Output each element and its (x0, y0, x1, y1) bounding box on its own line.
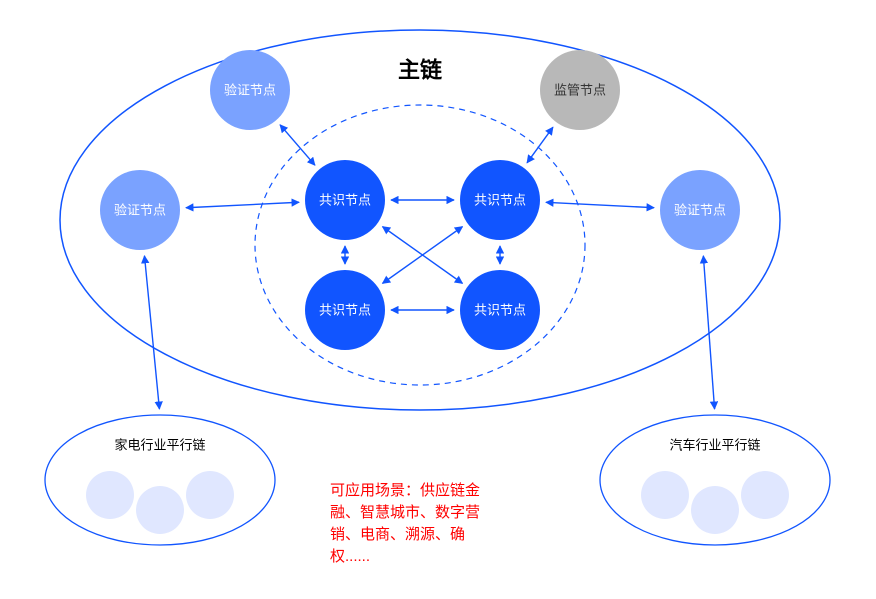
edge-v_top-c1 (280, 125, 315, 165)
caption-line-1: 融、智慧城市、数字营 (330, 503, 480, 521)
validator-node-2 (660, 170, 740, 250)
main-chain-title: 主链 (398, 58, 442, 83)
edge-v_left-p_left (144, 256, 159, 409)
parallel-chain-label-0: 家电行业平行链 (114, 438, 205, 453)
caption-line-3: 权...... (330, 548, 370, 565)
edge-v_right-c2 (546, 202, 654, 207)
consensus-node-3 (460, 270, 540, 350)
parallel-chain-1-subnode-2 (741, 471, 789, 519)
parallel-chain-1-subnode-1 (691, 486, 739, 534)
parallel-chain-0-subnode-0 (86, 471, 134, 519)
parallel-chain-0-subnode-1 (136, 486, 184, 534)
consensus-node-0 (305, 160, 385, 240)
consensus-node-1 (460, 160, 540, 240)
edge-v_left-c1 (186, 202, 299, 208)
validator-node-1 (100, 170, 180, 250)
parallel-chain-label-1: 汽车行业平行链 (669, 438, 760, 453)
caption-block: 可应用场景：供应链金融、智慧城市、数字营销、电商、溯源、确权...... (330, 481, 480, 565)
validator-node-0 (210, 50, 290, 130)
edge-v_right-p_right (703, 256, 714, 409)
parallel-chain-1-subnode-0 (641, 471, 689, 519)
caption-line-0: 可应用场景：供应链金 (330, 481, 480, 499)
diagram-canvas: 主链共识节点共识节点共识节点共识节点验证节点验证节点验证节点监管节点家电行业平行… (0, 0, 876, 599)
consensus-group-ellipse (255, 105, 585, 385)
consensus-node-2 (305, 270, 385, 350)
parallel-chain-0-subnode-2 (186, 471, 234, 519)
caption-line-2: 销、电商、溯源、确 (330, 526, 465, 543)
regulator-node (540, 50, 620, 130)
